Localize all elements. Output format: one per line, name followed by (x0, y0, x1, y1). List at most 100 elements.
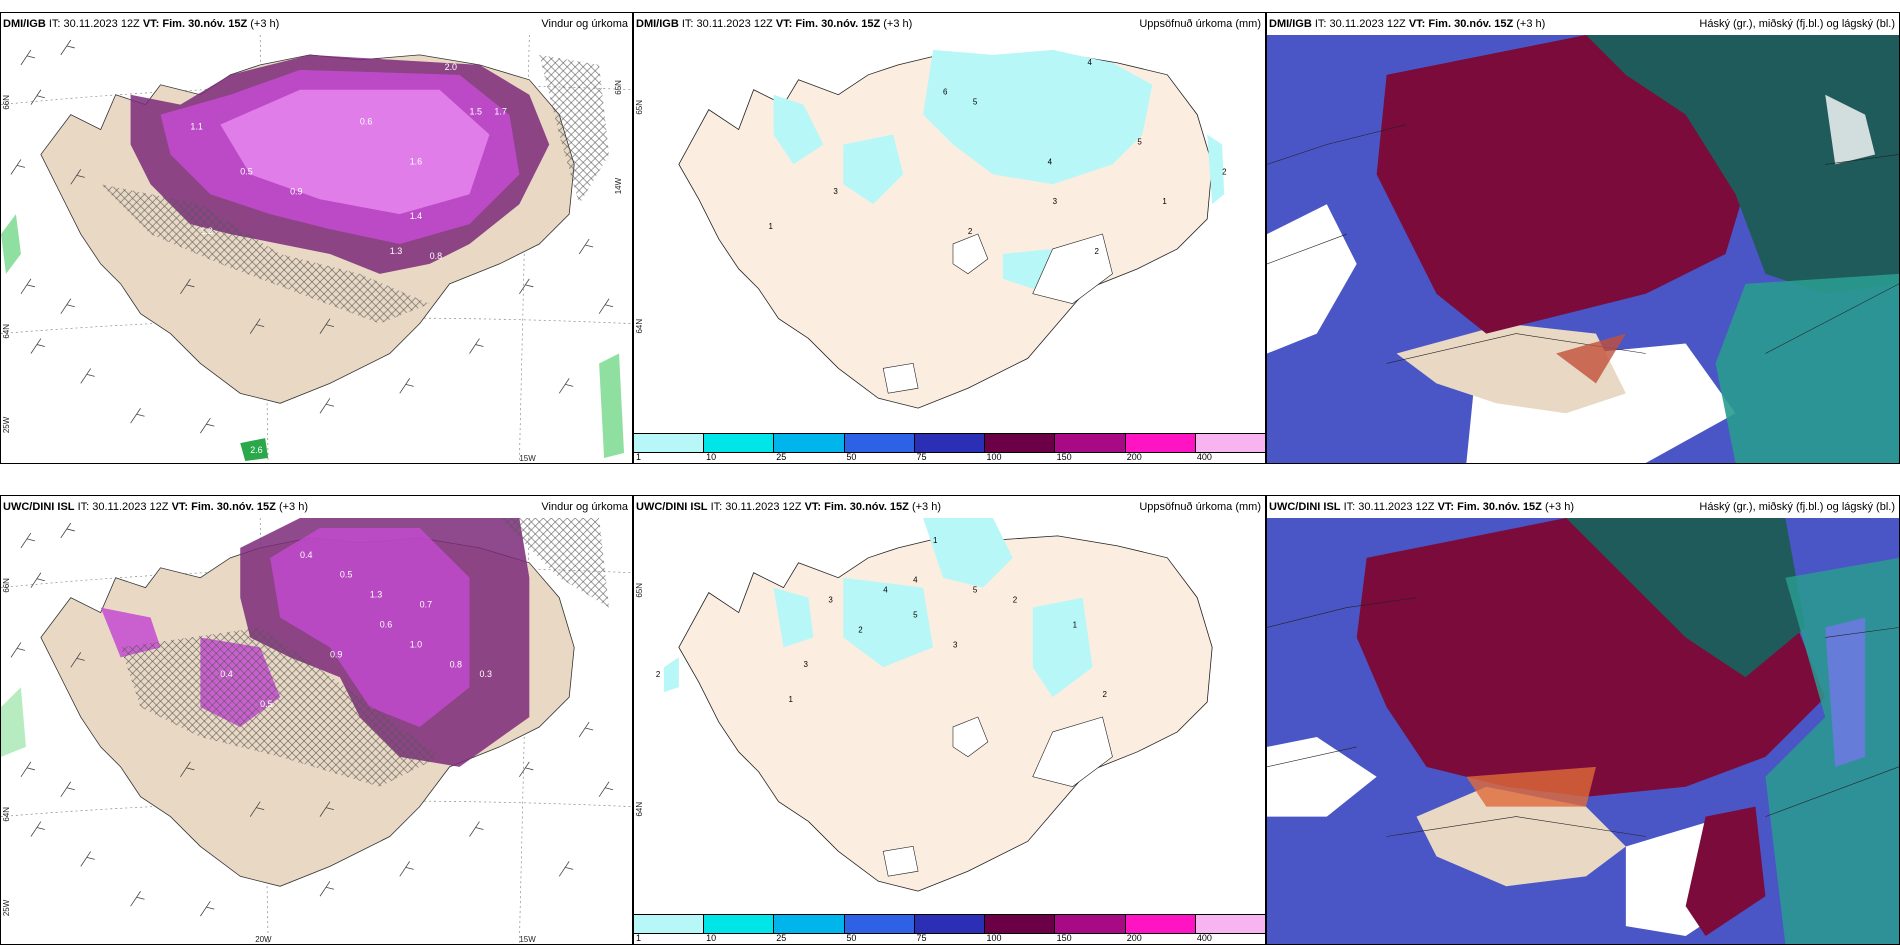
precip-label: 0.6 (380, 619, 392, 629)
axis-label: 25W (2, 416, 11, 433)
precip-label: 0.7 (420, 600, 432, 610)
panel-header: UWC/DINI ISL IT: 30.11.2023 12Z VT: Fim.… (1, 496, 632, 518)
panel-cloud-dmi: DMI/IGB IT: 30.11.2023 12Z VT: Fim. 30.n… (1266, 12, 1900, 464)
precip-label: 0.5 (240, 166, 252, 176)
colorbar-tick: 25 (776, 933, 787, 943)
colorbar-swatch (634, 915, 705, 933)
accum-map: 5 4 6 3 4 5 3 2 2 1 2 1 65N 64N (634, 35, 1265, 433)
accum-label: 1 (1073, 620, 1078, 629)
panel-header: DMI/IGB IT: 30.11.2023 12Z VT: Fim. 30.n… (1267, 13, 1899, 35)
axis-label: 66N (2, 95, 11, 110)
colorbar-swatch (634, 434, 705, 452)
colorbar-swatch (704, 915, 775, 933)
colorbar-tick: 150 (1056, 452, 1072, 462)
panel-title: Vindur og úrkoma (541, 18, 628, 30)
precip-label: 0.6 (360, 117, 372, 127)
accum-labels: 1 3 4 5 2 3 2 1 4 5 2 3 1 2 (656, 536, 1108, 704)
colorbar-tick: 10 (706, 933, 717, 943)
colorbar-swatch (914, 434, 986, 452)
panel-title: Háský (gr.), miðský (fj.bl.) og lágský (… (1699, 501, 1895, 513)
precip-label: 0.9 (330, 649, 342, 659)
panel-wind-uwc: UWC/DINI ISL IT: 30.11.2023 12Z VT: Fim.… (0, 495, 633, 945)
axis-label: 64N (635, 319, 644, 334)
accum-label: 3 (828, 596, 833, 605)
colorbar-swatch (985, 915, 1056, 933)
panel-title: Uppsöfnuð úrkoma (mm) (1139, 18, 1261, 30)
precip-label: 0.5 (340, 570, 352, 580)
colorbar-tick: 50 (846, 452, 857, 462)
precip-label: 1.3 (370, 590, 382, 600)
panel-title: Uppsöfnuð úrkoma (mm) (1139, 501, 1261, 513)
precip-label: 1.5 (470, 107, 482, 117)
colorbar: 1 10 25 50 75 100 150 200 400 (634, 914, 1265, 944)
accum-label: 2 (1103, 690, 1108, 699)
header-left: UWC/DINI ISL IT: 30.11.2023 12Z VT: Fim.… (3, 501, 309, 513)
panel-header: UWC/DINI ISL IT: 30.11.2023 12Z VT: Fim.… (1267, 496, 1899, 518)
axis-label: 64N (2, 807, 11, 822)
colorbar-swatch (844, 915, 915, 933)
colorbar-tick: 10 (706, 452, 717, 462)
accum-label: 4 (1088, 58, 1093, 67)
accum-label: 1 (789, 695, 794, 704)
axis-label: 66N (2, 578, 11, 593)
map-area: 0.4 0.5 0.6 0.7 0.8 0.9 1.0 1.3 0.3 0.4 … (1, 518, 632, 944)
colorbar-swatch (985, 434, 1056, 452)
accum-label: 6 (943, 88, 948, 97)
accum-label: 2 (1095, 247, 1100, 256)
axis-label: 64N (635, 802, 644, 817)
accum-label: 5 (1137, 137, 1142, 146)
precip-label: 1.7 (494, 107, 506, 117)
colorbar-swatch (774, 915, 845, 933)
colorbar-tick: 400 (1196, 452, 1212, 462)
accum-label: 3 (1053, 197, 1058, 206)
precip-label: 2.0 (445, 62, 457, 72)
panel-title: Vindur og úrkoma (541, 501, 628, 513)
wind-barbs (10, 522, 614, 917)
accum-label: 3 (803, 660, 808, 669)
accum-label: 5 (973, 98, 978, 107)
precip-label: 0.4 (220, 669, 232, 679)
precip-labels: 0.4 0.5 0.6 0.7 0.8 0.9 1.0 1.3 0.3 0.4 … (220, 550, 492, 709)
precip-labels: 2.0 1.5 1.7 1.6 1.4 1.3 1.2 1.1 0.9 0.8 … (190, 62, 507, 455)
panel-wind-dmi: DMI/IGB IT: 30.11.2023 12Z VT: Fim. 30.n… (0, 12, 633, 464)
accum-label: 1 (933, 536, 938, 545)
accum-label: 4 (1048, 157, 1053, 166)
colorbar-swatch (1195, 434, 1265, 452)
axis-label: 20W (255, 935, 272, 944)
header-left: UWC/DINI ISL IT: 30.11.2023 12Z VT: Fim.… (1269, 501, 1575, 513)
precip-label: 0.8 (450, 659, 462, 669)
header-left: DMI/IGB IT: 30.11.2023 12Z VT: Fim. 30.n… (3, 18, 280, 30)
accum-label: 5 (973, 586, 978, 595)
panel-cloud-uwc: UWC/DINI ISL IT: 30.11.2023 12Z VT: Fim.… (1266, 495, 1900, 945)
map-area: 1 3 4 5 2 3 2 1 4 5 2 3 1 2 65N 64N (634, 518, 1265, 914)
panel-header: UWC/DINI ISL IT: 30.11.2023 12Z VT: Fim.… (634, 496, 1265, 518)
accum-label: 5 (913, 611, 918, 620)
wind-barbs (10, 39, 614, 434)
accum-label: 2 (968, 227, 973, 236)
axis-label: 65N (635, 583, 644, 598)
accum-label: 2 (1222, 167, 1227, 176)
colorbar-tick: 75 (916, 933, 927, 943)
wind-map: 0.4 0.5 0.6 0.7 0.8 0.9 1.0 1.3 0.3 0.4 … (1, 518, 632, 944)
map-area: 5 4 6 3 4 5 3 2 2 1 2 1 65N 64N (634, 35, 1265, 433)
panel-accum-dmi: DMI/IGB IT: 30.11.2023 12Z VT: Fim. 30.n… (633, 12, 1266, 464)
precip-label: 1.2 (200, 226, 212, 236)
cloud-map (1267, 35, 1899, 463)
map-area (1267, 518, 1899, 944)
precip-label: 1.1 (190, 122, 202, 132)
axis-label: 15W (519, 935, 536, 944)
panel-accum-uwc: UWC/DINI ISL IT: 30.11.2023 12Z VT: Fim.… (633, 495, 1266, 945)
colorbar-tick: 50 (846, 933, 857, 943)
colorbar: 1 10 25 50 75 100 150 200 400 (634, 433, 1265, 463)
precip-label: 0.9 (290, 186, 302, 196)
panel-header: DMI/IGB IT: 30.11.2023 12Z VT: Fim. 30.n… (634, 13, 1265, 35)
colorbar-tick: 75 (916, 452, 927, 462)
precip-label: 1.0 (410, 639, 422, 649)
axis-label: 65N (614, 80, 623, 95)
header-left: UWC/DINI ISL IT: 30.11.2023 12Z VT: Fim.… (636, 501, 942, 513)
colorbar-tick: 400 (1196, 933, 1212, 943)
colorbar-swatch (844, 434, 915, 452)
axis-label: 65N (635, 100, 644, 115)
colorbar-swatch (1055, 915, 1126, 933)
panel-title: Háský (gr.), miðský (fj.bl.) og lágský (… (1699, 18, 1895, 30)
